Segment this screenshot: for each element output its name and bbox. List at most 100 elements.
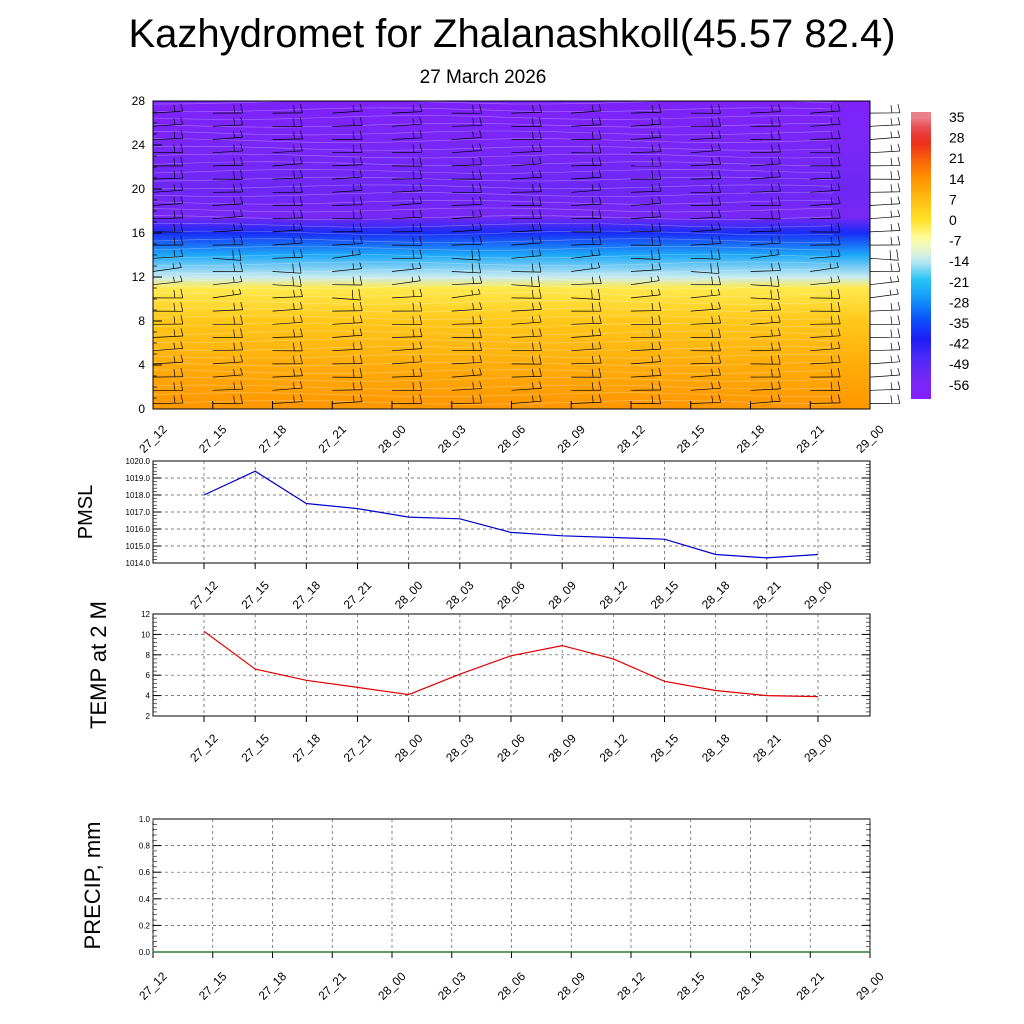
wind-barb (451, 104, 482, 114)
wind-barb (451, 222, 482, 233)
barb-flag (232, 289, 234, 295)
barb-shaft (750, 321, 781, 325)
barb-flag (238, 249, 242, 261)
barb-flag (300, 249, 303, 258)
barb-shaft (451, 282, 482, 286)
barb-shaft (272, 296, 303, 299)
barb-flag (837, 315, 841, 324)
x-tick-label: 29_00 (853, 422, 887, 456)
wind-barb (750, 328, 781, 338)
barb-flag (651, 223, 654, 232)
wind-barb (152, 170, 184, 180)
barb-flag (777, 394, 781, 402)
x-tick-label: 28_06 (495, 969, 529, 1003)
barb-flag (830, 157, 833, 166)
wind-barb (511, 130, 542, 140)
x-tick-label: 28_15 (648, 578, 682, 612)
barb-flag (598, 328, 602, 336)
barb-shaft (272, 217, 303, 220)
barb-flag (771, 263, 773, 271)
barb-flag (359, 394, 363, 402)
barb-flag (180, 209, 184, 218)
barb-flag (711, 382, 713, 389)
barb-flag (837, 275, 841, 283)
barb-shaft (690, 243, 721, 246)
barb-flag (293, 184, 295, 193)
barb-flag (412, 197, 415, 204)
barb-flag (180, 394, 184, 404)
barb-flag (658, 104, 662, 113)
barb-flag (897, 236, 901, 246)
wind-barb (630, 354, 662, 365)
wind-barb (212, 394, 243, 404)
colorbar-label: -28 (949, 294, 969, 310)
wind-barb (750, 288, 780, 300)
wind-barb (152, 275, 183, 286)
barb-flag (240, 196, 244, 204)
wind-barb (272, 328, 303, 338)
barb-flag (412, 105, 415, 112)
barb-flag (837, 170, 841, 178)
barb-flag (658, 156, 662, 167)
wind-barb (332, 130, 363, 140)
wind-barb (511, 328, 542, 338)
wind-barb (212, 354, 243, 365)
wind-barb (810, 117, 841, 127)
barb-flag (711, 105, 713, 114)
x-tick-label: 27_15 (238, 731, 272, 765)
barb-flag (240, 209, 243, 217)
barb-flag (300, 104, 303, 113)
wind-barb (451, 249, 481, 261)
barb-flag (890, 382, 893, 390)
barb-flag (299, 236, 303, 244)
precip-y-axis-title: PRECIP, mm (80, 822, 105, 950)
barb-shaft (212, 203, 243, 206)
barb-flag (598, 117, 602, 125)
barb-shaft (869, 361, 900, 365)
barb-flag (173, 276, 175, 283)
barb-flag (472, 171, 474, 179)
wind-barb (869, 209, 901, 220)
wind-barb (690, 117, 721, 127)
barb-flag (658, 183, 662, 192)
wind-barb (272, 394, 303, 404)
wind-barb (869, 341, 901, 352)
barb-shaft (332, 164, 363, 167)
wind-barb (332, 302, 363, 312)
barb-flag (538, 354, 542, 365)
barb-flag (890, 171, 893, 180)
x-tick-label: 28_09 (555, 969, 589, 1003)
barb-flag (658, 209, 662, 217)
barb-flag (771, 197, 773, 206)
barb-flag (359, 354, 363, 364)
barb-flag (651, 329, 654, 338)
barb-shaft (869, 349, 901, 352)
wind-barb (391, 130, 423, 140)
barb-flag (711, 131, 714, 139)
wind-barb (571, 222, 602, 233)
barb-shaft (212, 229, 243, 233)
wind-barb (690, 104, 721, 114)
barb-shaft (571, 254, 601, 259)
barb-flag (300, 222, 303, 230)
barb-flag (777, 209, 781, 219)
barb-flag (651, 289, 653, 296)
barb-flag (352, 118, 355, 126)
barb-shaft (571, 362, 602, 365)
barb-flag (293, 144, 295, 152)
barb-flag (890, 131, 893, 138)
wind-barb (391, 196, 423, 206)
barb-flag (718, 170, 722, 179)
barb-flag (479, 354, 483, 363)
wind-barb (272, 196, 303, 207)
barb-shaft (152, 281, 183, 286)
barb-flag (538, 394, 542, 402)
barb-flag (173, 197, 176, 204)
barb-flag (479, 368, 482, 375)
barb-flag (173, 342, 176, 349)
barb-flag (479, 209, 482, 217)
barb-flag (896, 288, 899, 295)
y-tick-label: 20 (132, 182, 146, 196)
y-tick-label: 4 (138, 358, 145, 372)
wind-barb (810, 236, 841, 246)
